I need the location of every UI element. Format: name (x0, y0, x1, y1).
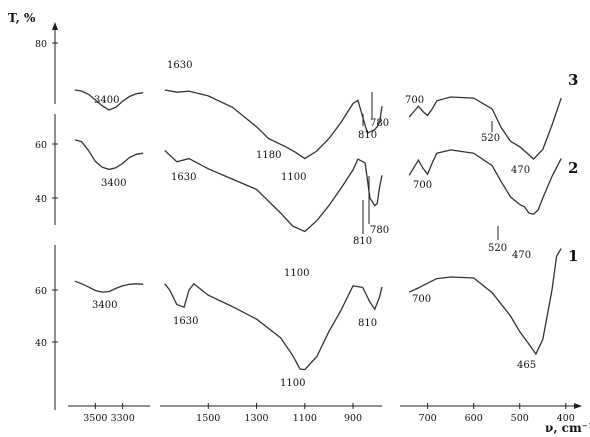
series-label-1: 1 (568, 247, 578, 265)
peak-label: 1100 (280, 378, 305, 389)
x-tick-label: 900 (344, 413, 362, 424)
peak-label: 1180 (256, 150, 281, 161)
x-ticks: 3500 3300 1500 1300 1100 900 700 600 500 400 (83, 403, 575, 424)
series-label-2: 2 (568, 159, 578, 177)
y-tick-label: 60 (35, 286, 47, 297)
spectra-curves (74, 89, 562, 371)
peak-label: 470 (512, 250, 531, 261)
x-tick-label: 400 (557, 413, 575, 424)
spectrum-1-low (408, 248, 562, 356)
series-label-3: 3 (568, 71, 578, 89)
peak-label: 520 (481, 133, 500, 144)
peak-label: 1100 (281, 172, 306, 183)
y-axis-arrow (52, 22, 58, 30)
y-tick-label: 40 (35, 194, 47, 205)
x-tick-label: 1500 (196, 413, 220, 424)
x-tick-label: 500 (511, 413, 529, 424)
x-tick-label: 3300 (111, 413, 135, 424)
spectrum-1-high (74, 280, 144, 293)
peak-label: 810 (353, 236, 372, 247)
peak-label: 700 (413, 180, 432, 191)
y-tick-label: 60 (35, 140, 47, 151)
peak-label: 810 (358, 130, 377, 141)
peak-annotations: 3400163011801100810780700520470340016301… (92, 60, 536, 389)
spectrum-3-mid (164, 89, 383, 160)
peak-label: 3400 (94, 95, 119, 106)
x-axis-arrow (574, 403, 582, 409)
x-tick-label: 700 (419, 413, 437, 424)
y-tick-label: 80 (35, 39, 47, 50)
spectrum-3-low (408, 96, 562, 161)
spectrum-2-low (408, 149, 562, 215)
x-axis-label: ν, cm⁻¹ (545, 421, 590, 435)
peak-label: 3400 (92, 300, 117, 311)
peak-label: 520 (488, 243, 507, 254)
peak-label: 1630 (173, 316, 198, 327)
spectrum-3-high (74, 89, 144, 111)
y-axis-label: T, % (8, 11, 36, 25)
peak-label: 1630 (167, 60, 192, 71)
series-labels: 3 2 1 (568, 71, 578, 265)
y-tick-label: 40 (35, 338, 47, 349)
peak-label: 470 (511, 165, 530, 176)
spectrum-2-high (74, 139, 144, 171)
x-tick-label: 1300 (244, 413, 268, 424)
spectrum-1-mid (164, 282, 383, 371)
peak-label: 700 (405, 95, 424, 106)
peak-label: 3400 (101, 178, 126, 189)
x-tick-label: 3500 (83, 413, 107, 424)
peak-label: 1630 (171, 172, 196, 183)
peak-label: 700 (412, 294, 431, 305)
peak-label: 810 (358, 318, 377, 329)
x-tick-label: 1100 (293, 413, 317, 424)
peak-label: 465 (517, 360, 536, 371)
spectrum-2-mid (164, 150, 383, 233)
x-tick-label: 600 (465, 413, 483, 424)
peak-label: 780 (370, 225, 389, 236)
peak-label: 780 (370, 118, 389, 129)
peak-label: 1100 (284, 268, 309, 279)
